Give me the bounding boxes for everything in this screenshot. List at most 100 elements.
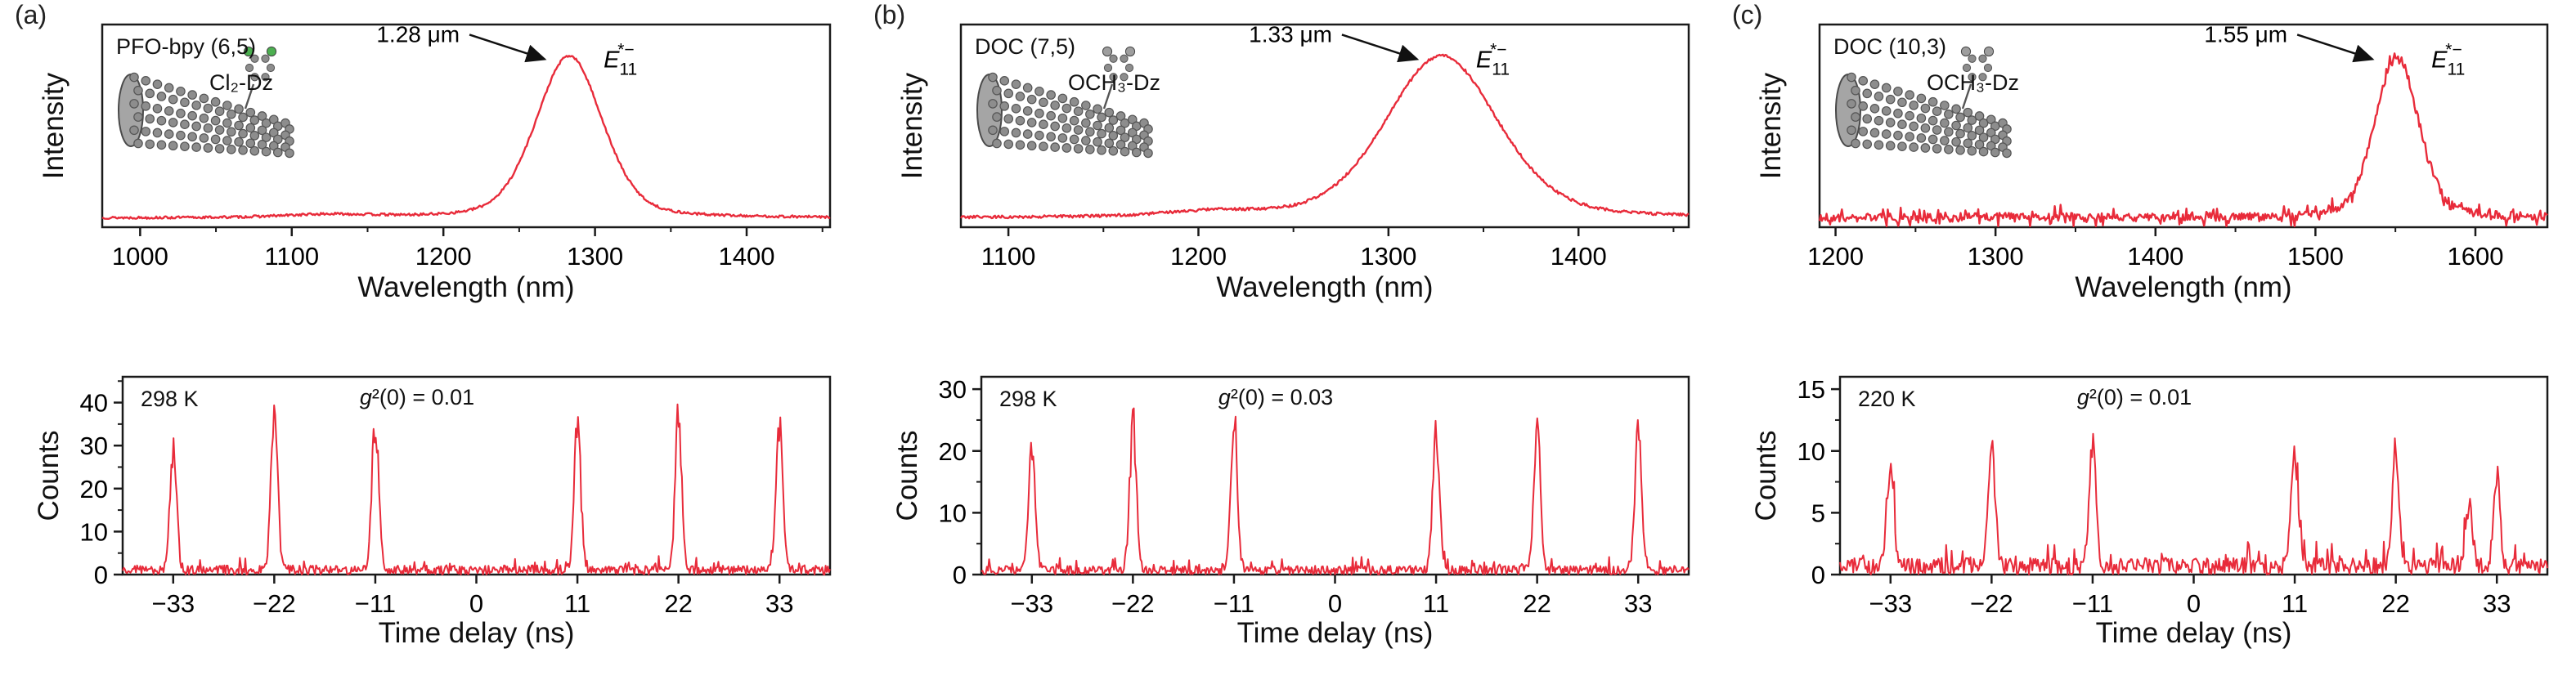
g2-plot-a: 0 10 20 30 40 −33 −22 −11 0 11 22 33 — [80, 375, 832, 618]
svg-text:1200: 1200 — [1807, 242, 1864, 271]
svg-text:1600: 1600 — [2447, 242, 2503, 271]
x-axis: 1100 1200 1300 1400 — [981, 227, 1675, 271]
panel-b-spectrum: 1100 1200 1300 1400 1.33 μm E11*− (b) Intensi… — [859, 0, 1717, 345]
svg-text:0: 0 — [94, 561, 108, 589]
temperature-label: 298 K — [141, 387, 199, 411]
pl-spectrum-plot-c: 1200 1300 1400 1500 1600 1.55 μm E11*− — [1807, 21, 2549, 271]
nanotube-icon — [976, 46, 1153, 159]
x-axis-title: Time delay (ns) — [1236, 617, 1434, 649]
svg-text:22: 22 — [2381, 589, 2409, 618]
dopant-label: OCH₃-Dz — [1927, 70, 2019, 95]
svg-text:33: 33 — [2483, 589, 2511, 618]
svg-text:−11: −11 — [2072, 589, 2113, 618]
plot-frame — [101, 23, 832, 229]
svg-text:1100: 1100 — [264, 242, 319, 271]
g2-zero-value-label: g²(0) = 0.01 — [2076, 385, 2192, 409]
peak-annotation: 1.33 μm — [1249, 21, 1420, 63]
svg-text:33: 33 — [1624, 589, 1652, 618]
svg-text:−11: −11 — [355, 589, 396, 618]
exciton-label: E11*− — [1476, 40, 1510, 78]
svg-text:1400: 1400 — [1551, 242, 1607, 271]
svg-text:1.55 μm: 1.55 μm — [2204, 21, 2287, 47]
svg-text:10: 10 — [1797, 437, 1825, 466]
dopant-label: OCH₃-Dz — [1068, 70, 1160, 95]
svg-text:1500: 1500 — [2287, 242, 2344, 271]
svg-text:1400: 1400 — [719, 242, 775, 271]
y-axis-title: Counts — [891, 430, 923, 521]
svg-text:−33: −33 — [1869, 589, 1912, 618]
svg-text:30: 30 — [939, 375, 967, 404]
pl-curve — [959, 53, 1690, 220]
pl-spectrum-plot-b: 1100 1200 1300 1400 1.33 μm E11*− — [959, 21, 1690, 271]
dopant-molecule-icon — [1960, 46, 1995, 110]
g2-zero-value-label: g²(0) = 0.03 — [1218, 385, 1334, 409]
svg-text:10: 10 — [939, 499, 967, 527]
pl-spectrum-plot-a: 1000 1100 1200 1300 1400 1.28 μm E11*− — [101, 21, 832, 271]
nanotube-icon — [1835, 46, 2012, 159]
svg-text:5: 5 — [1811, 499, 1825, 527]
svg-text:1200: 1200 — [415, 242, 472, 271]
plot-frame — [1818, 23, 2549, 229]
svg-text:0: 0 — [1811, 561, 1825, 589]
temperature-label: 220 K — [1858, 387, 1916, 411]
panel-a-g2: 0 10 20 30 40 −33 −22 −11 0 11 22 33 Counts Time de… — [0, 344, 859, 689]
svg-text:1300: 1300 — [1968, 242, 2024, 271]
svg-text:1.28 μm: 1.28 μm — [376, 21, 460, 47]
y-axis-title: Intensity — [38, 72, 70, 180]
y-axis-title: Intensity — [896, 72, 928, 180]
panel-letter-c: (c) — [1732, 0, 1763, 29]
panel-c-spectrum: 1200 1300 1400 1500 1600 1.55 μm E11*− (c) Int… — [1717, 0, 2576, 345]
peak-annotation: 1.28 μm — [376, 21, 547, 63]
x-axis-title: Wavelength (nm) — [1216, 271, 1434, 303]
svg-text:20: 20 — [80, 475, 108, 503]
sample-label: DOC (7,5) — [975, 34, 1076, 59]
svg-text:33: 33 — [765, 589, 793, 618]
svg-text:22: 22 — [1523, 589, 1551, 618]
svg-text:1.33 μm: 1.33 μm — [1249, 21, 1332, 47]
svg-text:20: 20 — [939, 437, 967, 466]
svg-text:10: 10 — [80, 517, 108, 546]
x-axis: −33 −22 −11 0 11 22 33 — [1010, 575, 1652, 618]
y-axis: 0 5 10 15 — [1797, 375, 1840, 589]
y-axis-title: Counts — [33, 430, 65, 521]
g2-trace — [981, 407, 1690, 575]
x-axis: 1200 1300 1400 1500 1600 — [1807, 227, 2503, 271]
svg-text:22: 22 — [664, 589, 692, 618]
y-axis: 0 10 20 30 — [939, 375, 981, 589]
exciton-label: E11*− — [604, 40, 637, 78]
plot-frame — [959, 23, 1690, 229]
x-axis-title: Wavelength (nm) — [2075, 271, 2292, 303]
y-axis-title: Intensity — [1755, 72, 1787, 180]
svg-text:40: 40 — [80, 389, 108, 418]
svg-text:0: 0 — [469, 589, 483, 618]
dopant-molecule-icon — [1102, 46, 1136, 110]
y-axis-title: Counts — [1750, 430, 1782, 521]
panel-letter-b: (b) — [873, 0, 906, 29]
svg-text:0: 0 — [1328, 589, 1342, 618]
dopant-molecule-icon — [243, 46, 277, 110]
svg-text:−11: −11 — [1214, 589, 1254, 618]
g2-trace — [122, 403, 831, 575]
y-axis: 0 10 20 30 40 — [80, 380, 123, 589]
svg-text:1200: 1200 — [1170, 242, 1227, 271]
svg-text:0: 0 — [953, 561, 967, 589]
panel-b-g2: 0 10 20 30 −33 −22 −11 0 11 22 33 Counts Time dela… — [859, 344, 1717, 689]
temperature-label: 298 K — [999, 387, 1057, 411]
pl-curve — [1818, 52, 2548, 227]
svg-text:1300: 1300 — [567, 242, 623, 271]
svg-text:1100: 1100 — [981, 242, 1036, 271]
svg-text:30: 30 — [80, 432, 108, 460]
x-axis: −33 −22 −11 0 11 22 33 — [151, 575, 793, 618]
svg-text:11: 11 — [564, 589, 590, 618]
x-axis-title: Time delay (ns) — [378, 617, 575, 649]
dopant-label: Cl₂-Dz — [209, 70, 273, 95]
x-axis-title: Wavelength (nm) — [357, 271, 575, 303]
panel-a-spectrum: 1000 1100 1200 1300 1400 1.28 μm E11*− (a) Int… — [0, 0, 859, 345]
sample-label: PFO-bpy (6,5) — [116, 34, 257, 59]
svg-text:1300: 1300 — [1360, 242, 1416, 271]
panel-c-g2: 0 5 10 15 −33 −22 −11 0 11 22 33 Counts Time delay… — [1717, 344, 2576, 689]
svg-text:0: 0 — [2187, 589, 2201, 618]
svg-text:−22: −22 — [1970, 589, 2013, 618]
exciton-label: E11*− — [2431, 40, 2465, 78]
